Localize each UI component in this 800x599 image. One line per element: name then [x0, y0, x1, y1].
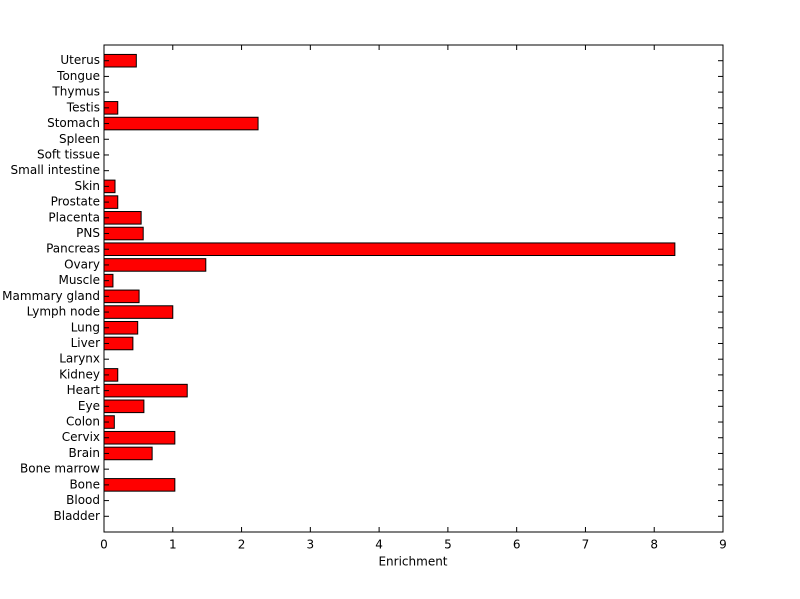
bar — [103, 305, 174, 319]
bar — [103, 320, 139, 335]
x-tick-label: 5 — [444, 538, 452, 552]
y-tick-label: Stomach — [47, 116, 100, 130]
x-tick-label: 3 — [307, 538, 315, 552]
y-tick-label: Spleen — [59, 132, 100, 146]
y-tick-label: Eye — [78, 399, 100, 413]
y-tick-label: Soft tissue — [37, 147, 100, 161]
y-tick-label: Bone — [69, 477, 100, 491]
y-tick-label: Skin — [74, 179, 100, 193]
y-tick-label: Larynx — [59, 352, 100, 366]
y-tick-label: Bladder — [54, 509, 101, 523]
y-tick-label: Cervix — [62, 430, 100, 444]
y-tick-label: Liver — [71, 336, 101, 350]
y-tick-label: Mammary gland — [2, 289, 100, 303]
bar — [103, 226, 144, 241]
bar — [103, 399, 145, 414]
x-tick-label: 7 — [582, 538, 590, 552]
y-tick-label: Kidney — [59, 367, 100, 381]
y-tick-label: Colon — [66, 415, 100, 429]
y-tick-label: Testis — [66, 100, 100, 114]
y-tick-label: PNS — [76, 226, 100, 240]
bar — [103, 383, 188, 398]
plot-frame — [103, 44, 724, 533]
y-tick-label: Muscle — [58, 273, 100, 287]
y-tick-label: Blood — [66, 493, 100, 507]
bar — [103, 242, 676, 257]
y-tick-label: Uterus — [60, 53, 100, 67]
x-axis-label: Enrichment — [378, 555, 447, 569]
y-tick-label: Thymus — [51, 85, 100, 99]
y-tick-label: Heart — [67, 383, 101, 397]
bar — [103, 258, 207, 272]
y-tick-label: Placenta — [48, 210, 100, 224]
y-tick-label: Lymph node — [27, 305, 100, 319]
bar — [103, 211, 142, 225]
x-tick-label: 9 — [719, 538, 727, 552]
x-tick-label: 6 — [513, 538, 521, 552]
bar — [103, 478, 176, 492]
y-tick-label: Pancreas — [46, 242, 100, 256]
y-tick-label: Tongue — [56, 69, 100, 83]
x-tick-label: 2 — [238, 538, 246, 552]
x-tick-label: 0 — [100, 538, 108, 552]
y-tick-label: Prostate — [51, 195, 100, 209]
x-tick-label: 1 — [169, 538, 177, 552]
y-tick-label: Ovary — [64, 257, 100, 271]
y-tick-label: Bone marrow — [20, 462, 100, 476]
x-tick-label: 8 — [650, 538, 658, 552]
bar — [103, 116, 259, 131]
y-tick-label: Lung — [71, 320, 100, 334]
x-tick-label: 4 — [375, 538, 383, 552]
bar — [103, 446, 153, 461]
y-tick-label: Small intestine — [11, 163, 100, 177]
bar — [103, 430, 176, 445]
y-tick-label: Brain — [69, 446, 100, 460]
bar — [103, 289, 140, 304]
